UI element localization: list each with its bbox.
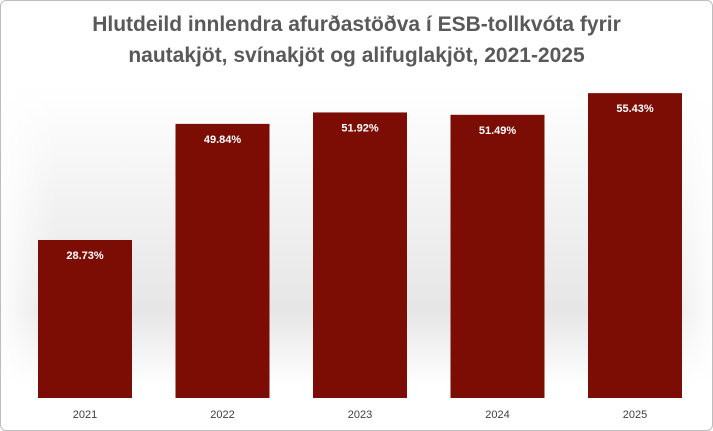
- bar-2023: [313, 112, 407, 398]
- value-labels-layer: 28.73% 49.84% 51.92% 51.49% 55.43%: [66, 103, 654, 262]
- bar-2022: [175, 123, 270, 398]
- x-tick-label-2024: 2024: [485, 409, 509, 421]
- bar-2024: [450, 114, 545, 399]
- data-label-2024: 51.49%: [479, 125, 517, 137]
- data-label-2025: 55.43%: [616, 103, 654, 115]
- chart-title-line-2: nautakjöt, svínakjöt og alifuglakjöt, 20…: [128, 44, 585, 67]
- chart-title: Hlutdeild innlendra afurðastöðva í ESB-t…: [1, 9, 712, 71]
- data-label-2021: 28.73%: [66, 250, 104, 262]
- bars-layer: [38, 93, 682, 399]
- x-tick-label-2022: 2022: [210, 409, 234, 421]
- chart-title-line-1: Hlutdeild innlendra afurðastöðva í ESB-t…: [92, 13, 621, 36]
- bar-2021: [38, 239, 132, 398]
- data-label-2022: 49.84%: [204, 134, 242, 146]
- x-tick-label-2025: 2025: [623, 409, 647, 421]
- data-label-2023: 51.92%: [341, 122, 379, 134]
- x-tick-label-2021: 2021: [73, 409, 97, 421]
- x-tick-label-2023: 2023: [348, 409, 372, 421]
- x-axis-ticks: 2021 2022 2023 2024 2025: [73, 409, 647, 421]
- bar-2025: [588, 93, 682, 398]
